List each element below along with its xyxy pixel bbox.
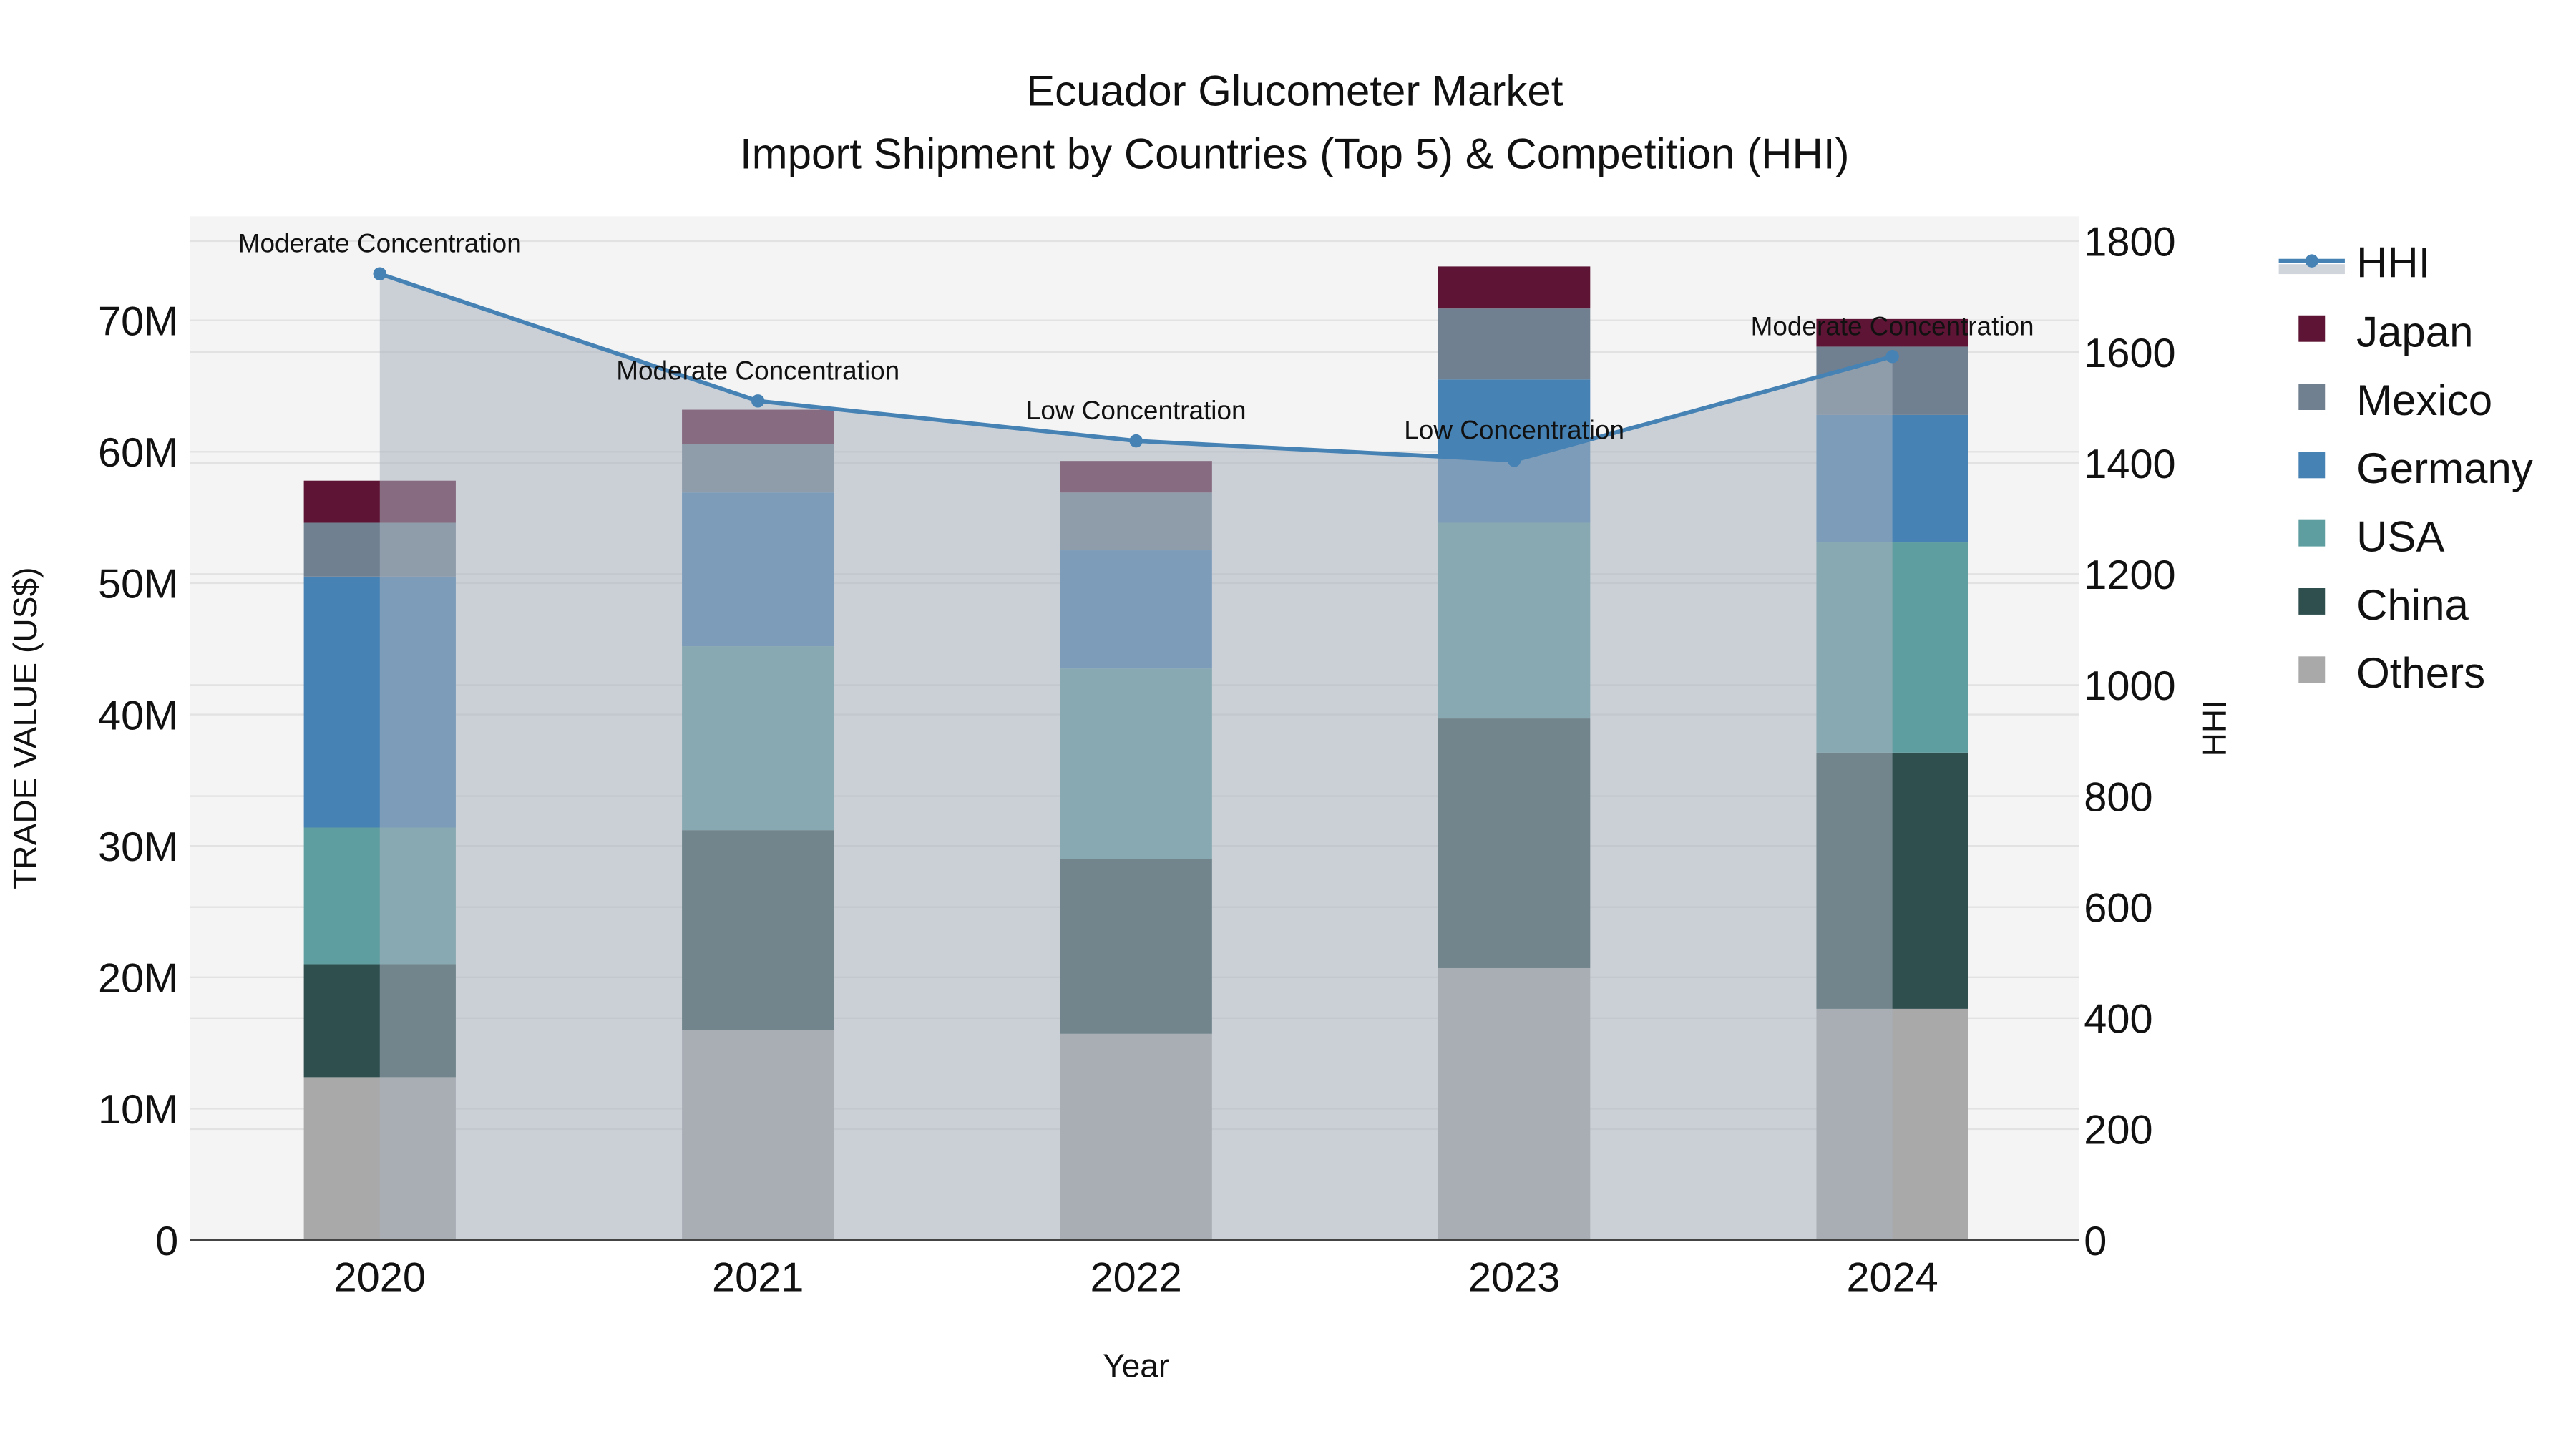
y-axis-title: TRADE VALUE (US$) (6, 567, 44, 889)
y2-tick-label: 800 (2084, 774, 2152, 820)
legend-swatch-japan (2298, 315, 2326, 342)
y2-tick-label: 600 (2084, 885, 2152, 931)
y2-tick-label: 1200 (2084, 552, 2175, 598)
legend-swatch-others (2298, 656, 2326, 683)
y-tick-label: 20M (98, 956, 178, 1002)
bar-japan-2023 (1438, 266, 1591, 309)
x-axis-title: Year (1103, 1347, 1169, 1385)
legend-hhi-marker (2305, 254, 2318, 268)
y-tick-label: 70M (98, 298, 178, 344)
hhi-point (1885, 350, 1899, 364)
legend-hhi-area-swatch (2278, 264, 2345, 275)
hhi-annotation: Low Concentration (1026, 396, 1246, 425)
hhi-annotation: Low Concentration (1404, 415, 1624, 444)
x-axis-ticks: 2020 2021 2022 2023 2024 (334, 1255, 1938, 1301)
y-tick-label: 60M (98, 430, 178, 476)
chart-title: Ecuador Glucometer Market (1026, 67, 1563, 115)
y-tick-label: 50M (98, 562, 178, 608)
hhi-annotation: Moderate Concentration (616, 356, 899, 385)
hhi-point (1129, 434, 1143, 448)
legend-label-japan: Japan (2356, 308, 2473, 356)
hhi-point (373, 267, 386, 280)
hhi-area (379, 273, 1893, 1241)
legend-label-usa: USA (2356, 513, 2444, 561)
hhi-annotation: Moderate Concentration (1751, 311, 2034, 341)
hhi-annotation: Moderate Concentration (238, 229, 522, 258)
bar-japan-2024 (1816, 318, 1968, 347)
bar-mexico-2023 (1438, 308, 1591, 380)
y2-axis-title: HHI (2196, 700, 2233, 756)
legend-label-germany: Germany (2356, 444, 2533, 492)
y2-tick-label: 400 (2084, 997, 2152, 1043)
legend-swatch-china (2298, 588, 2326, 615)
hhi-point (1507, 454, 1521, 467)
legend-label-china: China (2356, 581, 2469, 629)
y2-tick-label: 1000 (2084, 663, 2175, 709)
y-tick-label: 30M (98, 824, 178, 870)
legend-swatch-usa (2298, 519, 2326, 547)
legend-swatch-germany (2298, 452, 2326, 479)
x-tick-label: 2022 (1091, 1255, 1182, 1301)
hhi-series: Moderate Concentration Moderate Concentra… (238, 229, 2034, 1241)
y-tick-label: 40M (98, 693, 178, 738)
x-tick-label: 2020 (334, 1255, 426, 1301)
y2-tick-label: 1400 (2084, 441, 2175, 487)
y2-tick-label: 0 (2084, 1219, 2107, 1264)
y-axis-ticks: 0 10M 20M 30M 40M 50M 60M 70M (98, 298, 178, 1264)
x-tick-label: 2023 (1468, 1255, 1560, 1301)
legend-label-mexico: Mexico (2356, 376, 2492, 424)
legend: HHI Japan Mexico Germany USA China Others (2278, 239, 2533, 697)
y2-tick-label: 1800 (2084, 220, 2175, 265)
y2-tick-label: 1600 (2084, 331, 2175, 376)
y2-tick-label: 200 (2084, 1108, 2152, 1153)
y-tick-label: 0 (155, 1219, 178, 1264)
legend-label-others: Others (2356, 649, 2485, 697)
legend-label-hhi: HHI (2356, 239, 2430, 287)
y-tick-label: 10M (98, 1087, 178, 1133)
legend-swatch-mexico (2298, 384, 2326, 410)
hhi-point (751, 394, 765, 408)
chart-subtitle: Import Shipment by Countries (Top 5) & C… (740, 130, 1850, 177)
x-tick-label: 2024 (1846, 1255, 1938, 1301)
y2-axis-ticks: 0 200 400 600 800 1000 1200 1400 1600 1800 (2084, 220, 2175, 1264)
x-tick-label: 2021 (712, 1255, 804, 1301)
